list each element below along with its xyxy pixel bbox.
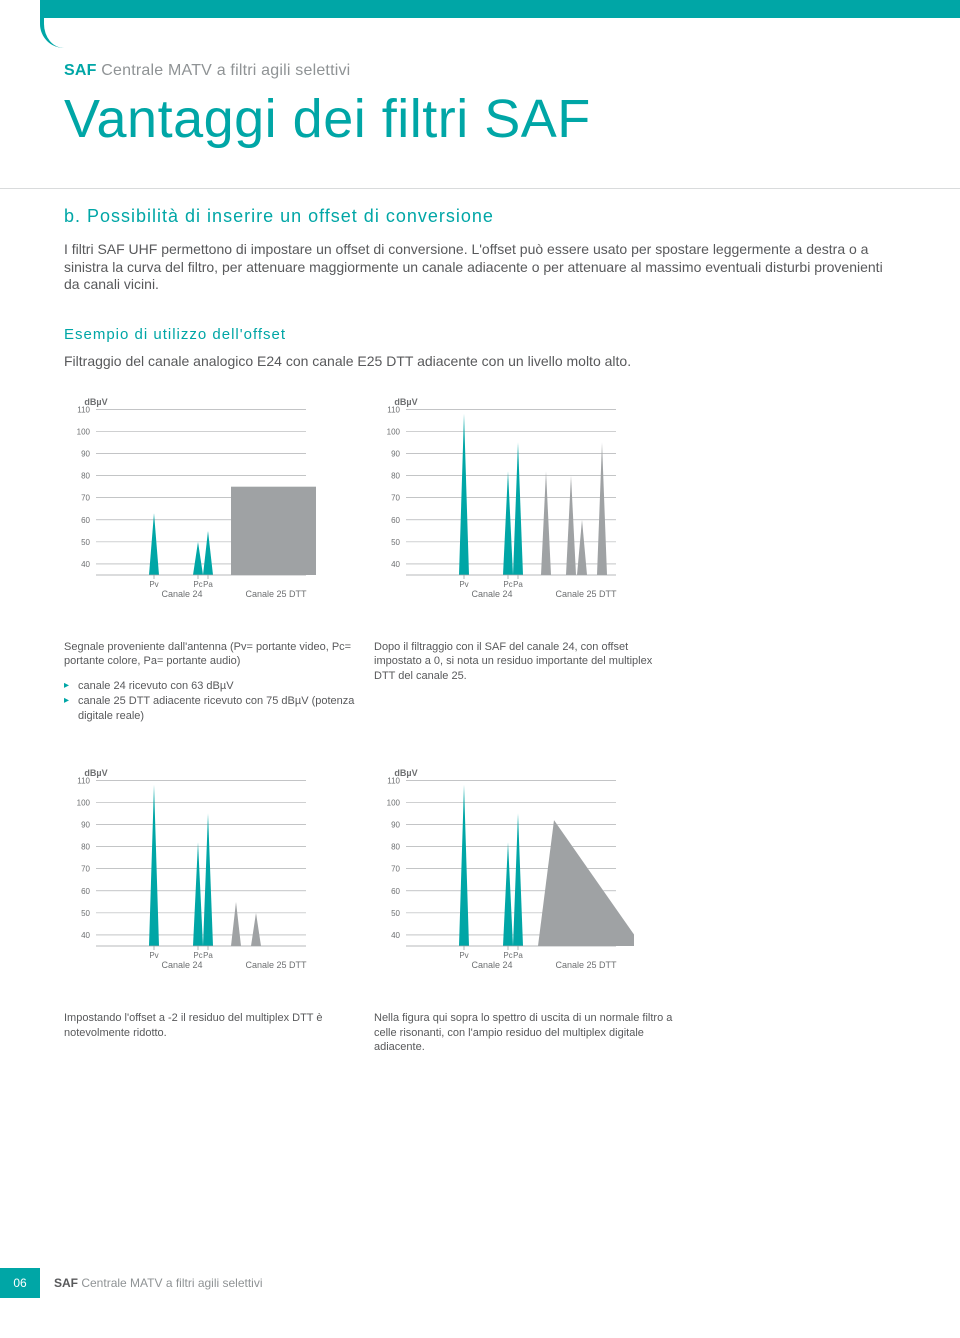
spectrum-chart: dBµV110100908070605040PvPcPa Canale 24 C… [64,768,324,980]
chart-caption: Dopo il filtraggio con il SAF del canale… [374,640,674,685]
eyebrow-bold: SAF [64,62,97,79]
svg-text:100: 100 [387,427,401,436]
svg-text:50: 50 [391,537,400,546]
svg-text:70: 70 [81,493,90,502]
svg-text:80: 80 [391,471,400,480]
svg-text:60: 60 [81,887,90,896]
bullet-item: canale 24 ricevuto con 63 dBµV [64,679,364,694]
svg-text:80: 80 [81,471,90,480]
svg-text:Pc: Pc [193,580,202,589]
bullet-item: canale 25 DTT adiacente ricevuto con 75 … [64,694,364,724]
svg-text:60: 60 [391,515,400,524]
svg-text:110: 110 [387,405,400,414]
svg-text:60: 60 [391,887,400,896]
svg-text:Canale 25 DTT: Canale 25 DTT [555,960,617,970]
intro-line: Filtraggio del canale analogico E24 con … [64,353,896,369]
svg-text:70: 70 [81,864,90,873]
page-header: SAF Centrale MATV a filtri agili seletti… [64,62,920,150]
svg-text:Pa: Pa [513,951,523,960]
svg-text:40: 40 [391,559,400,568]
footer-text: SAF Centrale MATV a filtri agili seletti… [54,1276,263,1290]
spectrum-chart: dBµV110100908070605040PvPcPa Canale 24 C… [374,397,634,609]
svg-text:Pv: Pv [459,580,468,589]
svg-text:Pa: Pa [513,580,523,589]
spectrum-chart: dBµV110100908070605040PvPcPa Canale 24 C… [374,768,634,980]
charts-grid: dBµV110100908070605040PvPcPa Canale 24 C… [64,397,896,1056]
svg-text:110: 110 [387,776,400,785]
svg-text:Pv: Pv [459,951,468,960]
chart-caption: Impostando l'offset a -2 il residuo del … [64,1011,364,1041]
main-content: b. Possibilità di inserire un offset di … [64,206,896,1055]
svg-text:Canale 24: Canale 24 [161,960,202,970]
svg-text:Pc: Pc [503,580,512,589]
chart-caption: Nella figura qui sopra lo spettro di usc… [374,1011,674,1056]
svg-text:100: 100 [77,427,91,436]
svg-text:Pc: Pc [503,951,512,960]
svg-text:90: 90 [391,820,400,829]
svg-text:Pv: Pv [149,951,158,960]
footer-text-bold: SAF [54,1276,78,1290]
page-footer: 06 SAF Centrale MATV a filtri agili sele… [0,1268,263,1298]
svg-text:70: 70 [391,493,400,502]
svg-text:Canale 24: Canale 24 [471,589,512,599]
svg-text:40: 40 [81,559,90,568]
svg-text:70: 70 [391,864,400,873]
svg-text:Pv: Pv [149,580,158,589]
chart-cell: dBµV110100908070605040PvPcPa Canale 24 C… [64,768,364,1056]
svg-text:110: 110 [77,776,90,785]
svg-text:50: 50 [391,909,400,918]
svg-text:Pc: Pc [193,951,202,960]
chart-cell: dBµV110100908070605040PvPcPa Canale 24 C… [374,397,674,724]
sub-heading: Esempio di utilizzo dell'offset [64,326,896,343]
section-heading: b. Possibilità di inserire un offset di … [64,206,896,227]
svg-text:90: 90 [391,449,400,458]
header-accent-curve [40,0,70,48]
svg-text:Canale 25 DTT: Canale 25 DTT [245,589,307,599]
footer-text-rest: Centrale MATV a filtri agili selettivi [81,1276,262,1290]
section-paragraph: I filtri SAF UHF permettono di impostare… [64,241,894,294]
svg-text:Canale 25 DTT: Canale 25 DTT [555,589,617,599]
svg-text:80: 80 [81,842,90,851]
svg-text:40: 40 [391,931,400,940]
spectrum-chart: dBµV110100908070605040PvPcPa Canale 24 C… [64,397,324,609]
svg-text:110: 110 [77,405,90,414]
eyebrow-rest: Centrale MATV a filtri agili selettivi [101,62,350,79]
svg-text:100: 100 [77,798,91,807]
svg-text:80: 80 [391,842,400,851]
header-divider [0,188,960,189]
chart-cell: dBµV110100908070605040PvPcPa Canale 24 C… [374,768,674,1056]
chart-cell: dBµV110100908070605040PvPcPa Canale 24 C… [64,397,364,724]
chart-caption: Segnale proveniente dall'antenna (Pv= po… [64,640,364,670]
svg-text:50: 50 [81,537,90,546]
svg-text:Pa: Pa [203,580,213,589]
svg-text:50: 50 [81,909,90,918]
svg-text:90: 90 [81,820,90,829]
page-title: Vantaggi dei filtri SAF [64,88,920,150]
svg-text:60: 60 [81,515,90,524]
svg-text:Pa: Pa [203,951,213,960]
svg-text:40: 40 [81,931,90,940]
page-number: 06 [0,1268,40,1298]
svg-text:Canale 24: Canale 24 [161,589,202,599]
svg-text:Canale 25 DTT: Canale 25 DTT [245,960,307,970]
svg-text:90: 90 [81,449,90,458]
svg-text:100: 100 [387,798,401,807]
chart-bullets: canale 24 ricevuto con 63 dBµVcanale 25 … [64,679,364,724]
eyebrow: SAF Centrale MATV a filtri agili seletti… [64,62,920,80]
svg-text:Canale 24: Canale 24 [471,960,512,970]
header-accent-bar [44,0,960,18]
